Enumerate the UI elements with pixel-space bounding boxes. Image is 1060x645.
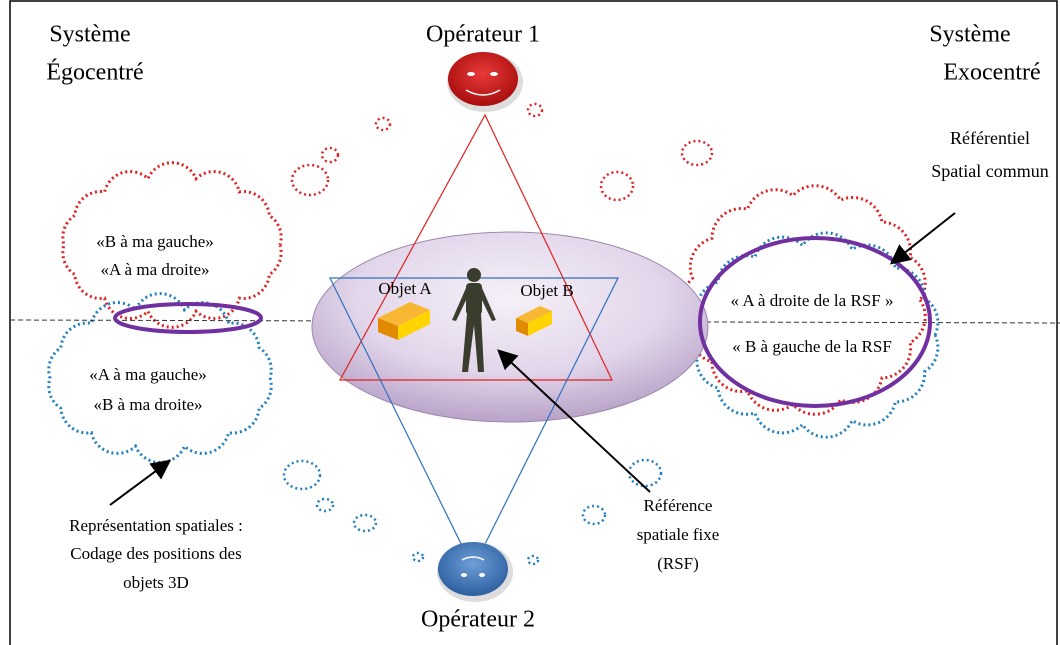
exo-title: Exocentré: [943, 60, 1040, 86]
operator-label: Opérateur 2: [421, 607, 535, 633]
thought-bubble: [317, 499, 333, 511]
operator-2-face: [437, 542, 513, 602]
thought-bubble: [284, 461, 320, 489]
thought-bubble: [682, 141, 712, 165]
thought-bubble: [583, 506, 605, 524]
object-label: Objet B: [520, 281, 573, 300]
scene-disc: [312, 232, 708, 422]
thought-bubble: [528, 104, 542, 116]
ego-statement: «A à ma droite»: [100, 260, 209, 279]
ego-statement: «B à ma droite»: [93, 395, 202, 414]
exo-statement: « A à droite de la RSF »: [731, 291, 894, 310]
thought-bubble: [354, 515, 376, 531]
ego-statement: «A à ma gauche»: [89, 365, 207, 384]
representation-label: objets 3D: [123, 573, 189, 592]
exo-statement: « B à gauche de la RSF: [732, 337, 892, 356]
thought-bubble: [292, 165, 328, 195]
diagram: Système Égocentré Système Exocentré Opér…: [0, 0, 1060, 645]
exo-title: Système: [929, 22, 1010, 48]
ego-shared-ellipse: [115, 304, 261, 332]
ego-title: Système: [49, 22, 130, 48]
operator-label: Opérateur 1: [426, 22, 540, 48]
common-frame-label: Spatial commun: [931, 161, 1048, 181]
thought-bubble: [528, 556, 538, 564]
object-label: Objet A: [378, 279, 432, 298]
arrow-common: [893, 213, 955, 262]
ego-statement: «B à ma gauche»: [96, 232, 214, 251]
thought-bubble: [413, 553, 423, 561]
operator-1-face: [447, 52, 523, 112]
thought-bubble: [601, 172, 633, 200]
rsf-label: Référence: [644, 496, 713, 515]
rsf-label: (RSF): [657, 554, 699, 573]
representation-label: Codage des positions des: [70, 544, 241, 563]
rsf-label: spatiale fixe: [637, 525, 720, 544]
common-frame-label: Référentiel: [950, 128, 1030, 148]
thought-bubble: [376, 118, 390, 130]
arrow-representation: [110, 462, 168, 505]
thought-bubble: [629, 460, 661, 486]
ego-title: Égocentré: [46, 60, 143, 86]
page: {"labels": { "ego": ["Système", "Égocent…: [0, 0, 1060, 645]
representation-label: Représentation spatiales :: [69, 516, 243, 535]
thought-bubble: [322, 148, 338, 162]
